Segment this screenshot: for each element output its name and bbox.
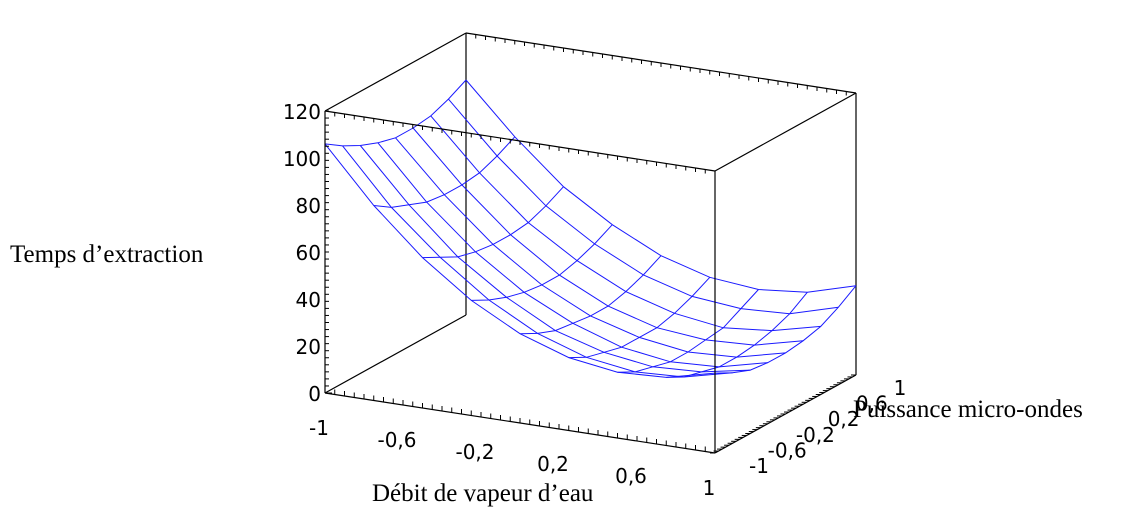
z-axis-label: Temps d’extraction <box>10 241 204 268</box>
y-tick-label: 0,6 <box>856 392 888 416</box>
z-tick-label: 0 <box>308 382 321 406</box>
y-tick-label: 1 <box>894 376 907 400</box>
x-tick-label: -1 <box>309 416 329 440</box>
z-tick-label: 20 <box>296 335 321 359</box>
surface-line-y <box>422 186 564 259</box>
surface-line-y <box>471 224 613 301</box>
y-tick-label: -0,2 <box>796 423 835 447</box>
surface-line-x <box>448 98 839 315</box>
z-tick-label: 40 <box>296 288 321 312</box>
box-edge <box>324 32 467 112</box>
y-axis-label: Puissance micro-ondes <box>853 396 1083 423</box>
y-tick-label: -0,6 <box>768 438 807 462</box>
surface-line-x <box>377 142 768 368</box>
box-edge <box>714 92 857 172</box>
x-tick-label: -0,2 <box>455 440 494 464</box>
surface-line-x <box>359 145 751 373</box>
surface-line-y <box>519 255 662 335</box>
x-axis-label: Débit de vapeur d’eau <box>372 480 594 507</box>
z-tick-label: 100 <box>283 147 321 171</box>
z-tick-label: 120 <box>283 100 321 124</box>
axis-ticks <box>324 33 857 454</box>
surface-line-y <box>373 136 516 208</box>
x-tick-label: 0,6 <box>615 464 647 488</box>
surface-line-y <box>714 285 857 374</box>
surface-mesh <box>324 79 857 378</box>
x-tick-label: 0,2 <box>537 452 569 476</box>
z-tick-label: 80 <box>296 194 321 218</box>
z-tick-label: 60 <box>296 241 321 265</box>
box-edge <box>324 314 467 394</box>
surface-line-y <box>666 291 808 378</box>
plot-box-back <box>324 32 857 394</box>
y-tick-label: 0,2 <box>828 407 860 431</box>
x-tick-label: 1 <box>703 476 716 500</box>
surface-line-y <box>568 276 711 359</box>
x-tick-label: -0,6 <box>377 428 416 452</box>
plot-box-front <box>324 92 857 454</box>
surface-line-y <box>324 79 467 147</box>
surface-line-x <box>412 127 804 346</box>
surface-line-x <box>430 115 821 332</box>
surface-line-x <box>465 79 857 293</box>
surface-line-y <box>617 289 759 373</box>
y-tick-label: -1 <box>749 454 769 478</box>
